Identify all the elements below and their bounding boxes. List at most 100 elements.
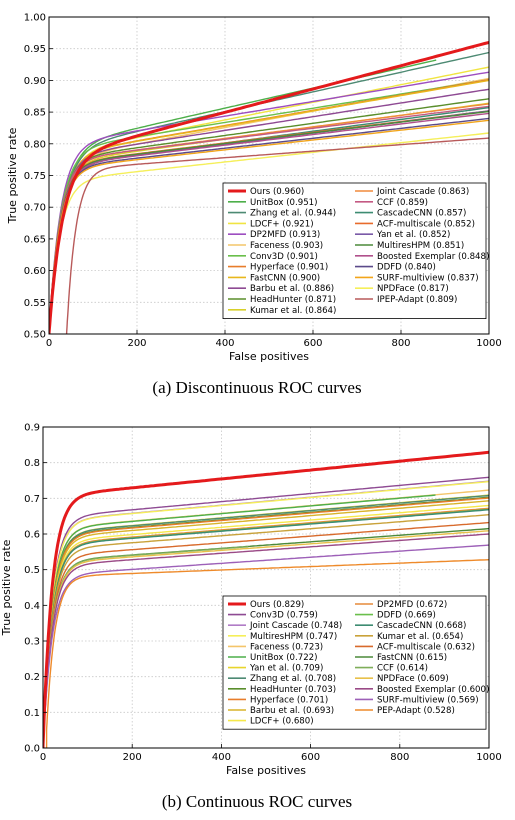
y-tick-label: 0.0: [24, 744, 40, 755]
roc-curve: [49, 79, 489, 334]
legend: Ours (0.960)UnitBox (0.951)Zhang et al. …: [222, 182, 489, 320]
legend-entry: UnitBox (0.951): [250, 198, 318, 208]
legend-entry: CCF (0.614): [377, 664, 428, 674]
y-tick-label: 0.80: [24, 139, 46, 150]
legend-entry: Conv3D (0.759): [250, 611, 318, 621]
legend-entry: Kumar et al. (0.654): [377, 632, 463, 642]
legend-entry: Ours (0.960): [250, 187, 304, 197]
roc-curve: [49, 51, 489, 334]
curves: [43, 450, 489, 748]
plot-frame: [42, 426, 490, 749]
roc-curve: [43, 533, 489, 748]
legend-entry: Zhang et al. (0.708): [250, 674, 336, 684]
y-tick-label: 0.6: [24, 530, 40, 541]
roc-curve: [43, 480, 489, 748]
x-tick-label: 600: [301, 752, 320, 763]
legend-box: [222, 595, 487, 730]
legend-entry: IPEP-Adapt (0.809): [377, 295, 457, 305]
x-tick-label: 800: [391, 338, 410, 349]
y-tick-label: 0.7: [24, 494, 40, 505]
roc-curve: [43, 504, 489, 748]
roc-curve: [49, 132, 489, 334]
x-tick-label: 800: [390, 752, 409, 763]
legend-entry: Boosted Exemplar (0.848): [377, 252, 489, 262]
legend-entry: Faceness (0.903): [250, 241, 323, 251]
y-tick-label: 0.60: [24, 266, 46, 277]
legend-entry: Joint Cascade (0.748): [249, 621, 342, 631]
legend-entry: Joint Cascade (0.863): [376, 187, 469, 197]
legend-entry: Zhang et al. (0.944): [250, 209, 336, 219]
y-tick-label: 0.70: [24, 203, 46, 214]
y-tick-label: 0.65: [24, 234, 46, 245]
y-tick-label: 1.00: [24, 13, 46, 24]
legend-entry: Kumar et al. (0.864): [250, 306, 336, 316]
legend-entry: SURF-multiview (0.569): [377, 695, 479, 705]
legend-entry: UnitBox (0.722): [250, 653, 318, 663]
y-axis-label: True positive rate: [0, 539, 13, 636]
legend-entry: DP2MFD (0.672): [377, 600, 447, 610]
x-tick-label: 1000: [476, 338, 501, 349]
x-tick-label: 0: [46, 338, 52, 349]
legend-entry: FastCNN (0.615): [377, 653, 447, 663]
curves: [49, 40, 489, 334]
legend-entry: Hyperface (0.701): [250, 695, 328, 705]
y-tick-label: 0.90: [24, 76, 46, 87]
y-tick-label: 0.3: [24, 637, 40, 648]
caption-discontinuous: (a) Discontinuous ROC curves: [152, 378, 361, 397]
legend-entry: DDFD (0.669): [377, 611, 436, 621]
legend-entry: ACF-multiscale (0.632): [377, 642, 475, 652]
x-tick-label: 600: [303, 338, 322, 349]
roc-curve: [43, 494, 489, 748]
legend-entry: DP2MFD (0.913): [250, 230, 320, 240]
legend-entry: Ours (0.829): [250, 600, 304, 610]
legend-entry: Barbu et al. (0.693): [250, 706, 334, 716]
y-tick-label: 0.55: [24, 298, 46, 309]
legend-entry: HeadHunter (0.703): [250, 685, 336, 695]
roc-curve: [65, 137, 489, 334]
roc-curve: [43, 509, 489, 748]
y-tick-label: 0.4: [24, 601, 40, 612]
legend-entry: LDCF+ (0.680): [250, 717, 314, 727]
legend-entry: CascadeCNN (0.857): [377, 209, 466, 219]
y-tick-label: 0.8: [24, 458, 40, 469]
chart-continuous-roc: 0 200 400 600 800 1000 0.0 0.1 0.2 0.3 0.4 0.5 0.6 0.…: [0, 423, 502, 778]
roc-curve: [43, 521, 489, 748]
legend-entry: Yan et al. (0.852): [376, 230, 450, 240]
y-tick-label: 0.95: [24, 44, 46, 55]
roc-curve: [43, 497, 489, 748]
y-tick-label: 0.9: [24, 423, 40, 434]
legend-entry: Faceness (0.723): [250, 642, 323, 652]
x-tick-label: 0: [40, 752, 46, 763]
roc-curve: [49, 40, 489, 334]
y-tick-label: 0.2: [24, 672, 40, 683]
legend-entry: CascadeCNN (0.668): [377, 621, 466, 631]
x-axis-label: False positives: [229, 350, 309, 363]
y-tick-label: 0.85: [24, 108, 46, 119]
y-tick-label: 0.75: [24, 171, 46, 182]
x-tick-label: 200: [123, 752, 142, 763]
caption-continuous: (b) Continuous ROC curves: [162, 792, 352, 811]
y-tick-label: 0.5: [24, 565, 40, 576]
legend-entry: ACF-multiscale (0.852): [377, 219, 475, 229]
legend-entry: Hyperface (0.901): [250, 263, 328, 273]
legend-entry: HeadHunter (0.871): [250, 295, 336, 305]
x-tick-label: 400: [215, 338, 234, 349]
legend-entry: Conv3D (0.901): [250, 252, 318, 262]
legend-entry: DDFD (0.840): [377, 263, 436, 273]
roc-curve: [43, 514, 489, 748]
legend-entry: SURF-multiview (0.837): [377, 273, 479, 283]
x-tick-label: 1000: [476, 752, 501, 763]
x-tick-label: 200: [127, 338, 146, 349]
roc-curve: [43, 476, 489, 748]
legend-entry: MultiresHPM (0.747): [250, 632, 337, 642]
legend-entry: MultiresHPM (0.851): [377, 241, 464, 251]
legend-entry: LDCF+ (0.921): [250, 219, 314, 229]
legend-entry: NPDFace (0.817): [377, 284, 449, 294]
roc-curve: [43, 494, 436, 748]
roc-curve: [43, 450, 489, 748]
roc-curve: [43, 544, 489, 748]
legend: Ours (0.829)Conv3D (0.759)Joint Cascade …: [222, 595, 489, 730]
y-tick-label: 0.1: [24, 708, 40, 719]
roc-curve: [43, 530, 489, 748]
